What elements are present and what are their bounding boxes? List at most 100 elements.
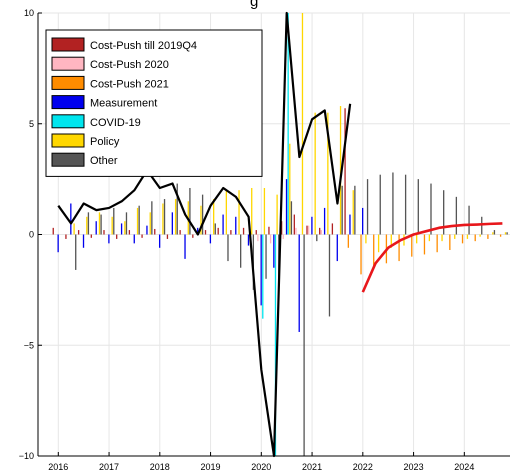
legend-label: Cost-Push till 2019Q4 <box>90 40 197 52</box>
red-projection-line <box>361 222 503 293</box>
bar-policy <box>301 13 304 235</box>
x-tick-label: 2023 <box>404 462 424 472</box>
bar-other <box>430 183 432 235</box>
bar-policy <box>276 194 278 235</box>
bar-policy <box>200 205 202 235</box>
bar-other <box>366 179 369 235</box>
bar-other <box>417 179 419 235</box>
bar-other <box>303 234 305 456</box>
bar-policy <box>225 190 227 235</box>
bar-measurement <box>108 234 110 244</box>
bar-cost-push-till-2019q4 <box>242 227 245 235</box>
legend-swatch <box>51 133 85 148</box>
x-tick-label: 2019 <box>201 462 221 472</box>
x-tick-label: 2016 <box>48 462 68 472</box>
bar-other <box>100 214 102 235</box>
bar-policy <box>111 216 113 235</box>
bar-cost-push-2021 <box>449 234 451 250</box>
bar-measurement <box>298 234 300 332</box>
x-tick-label: 2018 <box>150 462 170 472</box>
bar-cost-push-till-2019q4 <box>306 225 308 235</box>
bar-cost-push-till-2019q4 <box>90 234 92 238</box>
bar-measurement <box>311 216 313 235</box>
bar-measurement <box>323 207 326 235</box>
bar-cost-push-till-2019q4 <box>192 234 194 238</box>
bar-measurement <box>184 234 186 259</box>
bar-policy <box>441 234 443 242</box>
bar-cost-push-till-2019q4 <box>141 234 143 238</box>
bar-other <box>113 207 115 235</box>
bar-policy <box>466 234 469 239</box>
bar-policy <box>377 234 380 253</box>
bar-measurement <box>222 214 224 235</box>
bar-cost-push-till-2019q4 <box>255 230 257 235</box>
bar-policy <box>213 199 215 235</box>
bar-other <box>227 234 229 262</box>
bar-other <box>87 212 90 235</box>
bar-measurement <box>273 234 275 268</box>
bar-other <box>125 212 128 235</box>
bar-cost-push-till-2019q4 <box>344 108 346 235</box>
bar-measurement <box>70 203 72 235</box>
bar-cost-push-till-2019q4 <box>179 230 181 235</box>
bar-covid-19 <box>262 234 264 319</box>
legend-swatch <box>51 152 85 167</box>
bar-other <box>354 185 356 235</box>
bar-cost-push-2021 <box>411 234 413 257</box>
legend-label: COVID-19 <box>90 117 141 129</box>
bar-measurement <box>120 223 123 235</box>
bar-measurement <box>362 207 364 235</box>
bar-other <box>493 230 496 235</box>
bar-other <box>328 234 331 317</box>
bar-cost-push-2021 <box>360 234 362 275</box>
bar-other <box>481 216 483 235</box>
bar-cost-push-till-2019q4 <box>230 230 232 235</box>
bar-measurement <box>235 216 237 235</box>
bar-cost-push-till-2019q4 <box>103 230 105 235</box>
bar-cost-push-2021 <box>347 234 349 248</box>
legend-label: Policy <box>90 136 120 148</box>
bar-policy <box>289 143 291 235</box>
legend-swatch <box>51 95 85 110</box>
x-tick-label: 2022 <box>353 462 373 472</box>
bar-cost-push-2021 <box>423 234 426 255</box>
bar-policy <box>174 199 177 235</box>
bar-policy <box>339 106 342 235</box>
bar-measurement <box>349 214 351 235</box>
bar-policy <box>86 216 88 235</box>
bars <box>52 13 508 456</box>
bar-cost-push-2020 <box>282 234 284 239</box>
bar-cost-push-till-2019q4 <box>293 214 295 235</box>
bar-other <box>151 201 153 235</box>
bar-cost-push-till-2019q4 <box>128 230 131 235</box>
bar-other <box>506 232 508 235</box>
bar-cost-push-till-2019q4 <box>65 234 67 239</box>
bar-cost-push-till-2019q4 <box>154 228 156 235</box>
bar-other <box>214 223 216 235</box>
bar-policy <box>124 221 126 235</box>
bar-cost-push-till-2019q4 <box>319 227 321 235</box>
bar-cost-push-2021 <box>499 234 502 237</box>
bar-measurement <box>197 227 199 235</box>
bar-cost-push-till-2019q4 <box>116 234 118 239</box>
bar-other <box>443 190 445 235</box>
bar-cost-push-till-2019q4 <box>52 227 54 235</box>
bar-measurement <box>82 234 85 248</box>
bar-covid-19 <box>287 13 289 235</box>
legend-swatch <box>51 114 85 129</box>
bar-policy <box>98 212 101 235</box>
y-tick-label: 10 <box>24 8 34 18</box>
x-tick-label: 2020 <box>251 462 271 472</box>
x-tick-label: 2024 <box>454 462 474 472</box>
y-tick-label: −5 <box>24 340 34 350</box>
bar-covid-19 <box>274 234 277 456</box>
bar-measurement <box>95 221 97 235</box>
legend-label: Measurement <box>90 98 157 110</box>
bar-other <box>176 183 178 235</box>
bar-other <box>201 194 204 235</box>
bar-cost-push-2020 <box>307 225 310 235</box>
x-tick-label: 2021 <box>302 462 322 472</box>
bar-cost-push-till-2019q4 <box>77 230 80 235</box>
bar-cost-push-2021 <box>474 234 476 242</box>
